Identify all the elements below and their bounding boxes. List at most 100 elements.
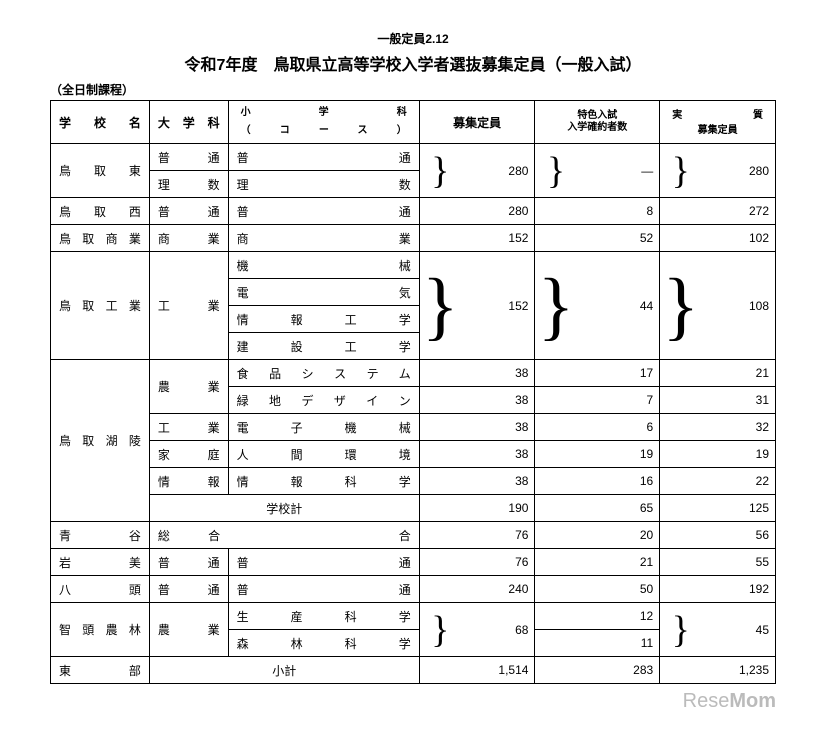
capacity-table: 学校名 大学科 小学科 （コース） 募集定員 特色入試 入学確約者数 実質 募集…	[50, 100, 776, 684]
table-row: 八頭 普通 普通 240 50 192	[51, 576, 776, 603]
cell-minor: 緑地デザイン	[228, 387, 419, 414]
cell-major: 情報	[149, 468, 228, 495]
cell-minor: 建設工学	[228, 333, 419, 360]
cell-value: 16	[535, 468, 660, 495]
cell-value: 1,514	[419, 657, 535, 684]
cell-major: 普通	[149, 549, 228, 576]
cell-school: 鳥取湖陵	[51, 360, 150, 522]
cell-minor: 人間環境	[228, 441, 419, 468]
cell-value: 8	[535, 198, 660, 225]
cell-value: 45	[701, 603, 775, 657]
cell-value: 6	[535, 414, 660, 441]
cell-value: 20	[535, 522, 660, 549]
table-row: 鳥取東 普通 普通 } 280 } — } 280	[51, 144, 776, 171]
cell-value: 56	[660, 522, 776, 549]
cell-major: 家庭	[149, 441, 228, 468]
cell-minor: 合	[228, 522, 419, 549]
cell-value: 52	[535, 225, 660, 252]
col-minor: 小学科 （コース）	[228, 101, 419, 144]
cell-major: 理数	[149, 171, 228, 198]
brace-icon: }	[419, 603, 461, 657]
table-row: 学校計 190 65 125	[51, 495, 776, 522]
table-row: 岩美 普通 普通 76 21 55	[51, 549, 776, 576]
cell-value: 31	[660, 387, 776, 414]
cell-major: 普通	[149, 576, 228, 603]
cell-value: 12	[535, 603, 660, 630]
cell-minor: 普通	[228, 144, 419, 171]
brace-icon: }	[660, 603, 702, 657]
col-school: 学校名	[51, 101, 150, 144]
cell-minor: 普通	[228, 576, 419, 603]
brace-icon: }	[535, 144, 577, 198]
cell-minor: 情報科学	[228, 468, 419, 495]
cell-major: 工業	[149, 252, 228, 360]
brace-icon: }	[660, 252, 702, 360]
cell-value: 190	[419, 495, 535, 522]
cell-value: 108	[701, 252, 775, 360]
cell-value: 152	[419, 225, 535, 252]
cell-minor: 普通	[228, 549, 419, 576]
cell-minor: 情報工学	[228, 306, 419, 333]
cell-value: 19	[660, 441, 776, 468]
table-row: 智頭農林 農業 生産科学 } 68 12 } 45	[51, 603, 776, 630]
col-special: 特色入試 入学確約者数	[535, 101, 660, 144]
page-label: 一般定員2.12	[50, 30, 776, 47]
cell-subtotal-label: 小計	[149, 657, 419, 684]
table-row: 鳥取湖陵 農業 食品システム 38 17 21	[51, 360, 776, 387]
cell-school: 鳥取西	[51, 198, 150, 225]
cell-school: 青谷	[51, 522, 150, 549]
cell-value: 280	[461, 144, 535, 198]
cell-region: 東部	[51, 657, 150, 684]
cell-value: 68	[461, 603, 535, 657]
cell-value: 38	[419, 387, 535, 414]
cell-value: 38	[419, 414, 535, 441]
cell-value: 55	[660, 549, 776, 576]
cell-value: 240	[419, 576, 535, 603]
cell-value: 38	[419, 360, 535, 387]
cell-value: 22	[660, 468, 776, 495]
cell-minor: 理数	[228, 171, 419, 198]
cell-minor: 食品システム	[228, 360, 419, 387]
brace-icon: }	[660, 144, 702, 198]
cell-value: 280	[701, 144, 775, 198]
cell-school: 鳥取工業	[51, 252, 150, 360]
brace-icon: }	[419, 144, 461, 198]
cell-value: 76	[419, 549, 535, 576]
table-row: 青谷 総合 合 76 20 56	[51, 522, 776, 549]
cell-minor: 電子機械	[228, 414, 419, 441]
cell-minor: 森林科学	[228, 630, 419, 657]
cell-school: 岩美	[51, 549, 150, 576]
cell-value: 65	[535, 495, 660, 522]
table-row: 鳥取商業 商業 商業 152 52 102	[51, 225, 776, 252]
cell-value: 280	[419, 198, 535, 225]
cell-minor: 普通	[228, 198, 419, 225]
cell-value: 272	[660, 198, 776, 225]
cell-value: 283	[535, 657, 660, 684]
cell-value: —	[577, 144, 660, 198]
table-row: 鳥取工業 工業 機械 } 152 } 44 } 108	[51, 252, 776, 279]
cell-value: 102	[660, 225, 776, 252]
cell-value: 7	[535, 387, 660, 414]
cell-school: 智頭農林	[51, 603, 150, 657]
cell-value: 76	[419, 522, 535, 549]
page-title: 令和7年度 鳥取県立高等学校入学者選抜募集定員（一般入試）	[50, 51, 776, 75]
cell-value: 32	[660, 414, 776, 441]
cell-value: 11	[535, 630, 660, 657]
cell-value: 17	[535, 360, 660, 387]
cell-value: 21	[660, 360, 776, 387]
cell-value: 1,235	[660, 657, 776, 684]
cell-value: 38	[419, 441, 535, 468]
cell-value: 19	[535, 441, 660, 468]
cell-value: 44	[577, 252, 660, 360]
watermark: ReseMom	[50, 690, 776, 713]
cell-value: 21	[535, 549, 660, 576]
cell-value: 50	[535, 576, 660, 603]
col-major: 大学科	[149, 101, 228, 144]
col-effective: 実質 募集定員	[660, 101, 776, 144]
table-row: 情報 情報科学 38 16 22	[51, 468, 776, 495]
cell-value: 38	[419, 468, 535, 495]
col-capacity: 募集定員	[419, 101, 535, 144]
cell-school: 八頭	[51, 576, 150, 603]
cell-major: 農業	[149, 360, 228, 414]
cell-minor: 商業	[228, 225, 419, 252]
